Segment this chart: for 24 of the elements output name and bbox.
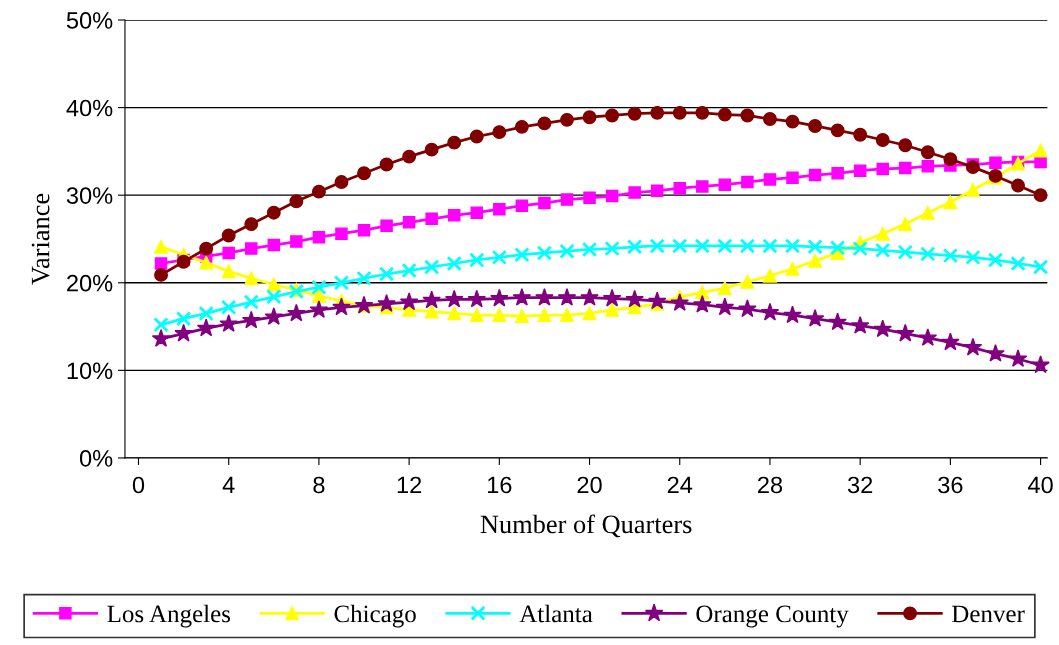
y-tick-label: 40% <box>66 99 113 117</box>
y-tick-label: 30% <box>66 187 113 204</box>
x-tick-label: 0 <box>132 476 145 494</box>
legend-label: Orange County <box>696 605 849 628</box>
x-tick-label: 40 <box>1028 476 1053 494</box>
x-tick-label: 8 <box>313 476 325 494</box>
x-tick-label: 28 <box>758 476 783 494</box>
x-tick-label: 32 <box>847 476 873 494</box>
y-tick-label: 10% <box>67 362 113 380</box>
x-tick-label: 16 <box>488 476 512 494</box>
legend-label: Los Angeles <box>107 604 231 628</box>
legend-label: Chicago <box>334 604 416 628</box>
x-tick-label: 24 <box>667 476 693 494</box>
x-tick-label: 4 <box>222 476 235 494</box>
y-axis-title: Variance <box>31 193 50 285</box>
x-axis-title: Number of Quarters <box>480 514 692 538</box>
x-tick-label: 12 <box>397 476 422 494</box>
legend-label: Atlanta <box>519 604 593 623</box>
x-tick-label: 36 <box>938 476 963 494</box>
x-tick-label: 20 <box>577 476 602 494</box>
legend-label: Denver <box>952 605 1025 623</box>
y-tick-label: 20% <box>67 274 113 292</box>
y-tick-label: 50% <box>66 12 113 29</box>
y-tick-label: 0% <box>79 450 113 467</box>
